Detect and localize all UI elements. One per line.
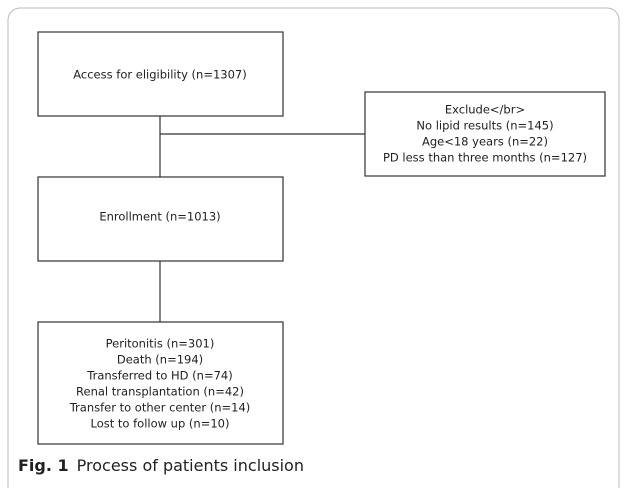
node-text: Death (n=194) — [117, 353, 203, 367]
node-text: Access for eligibility (n=1307) — [73, 68, 246, 82]
node-text: Transfer to other center (n=14) — [69, 401, 251, 415]
node-box — [37, 321, 284, 445]
node-text: Peritonitis (n=301) — [106, 337, 215, 351]
node-box — [37, 176, 284, 262]
node-text: PD less than three months (n=127) — [383, 151, 587, 165]
node-box — [37, 31, 284, 117]
node: Exclude</br> No lipid results (n=145) Age<… — [364, 91, 606, 177]
node-text: No lipid results (n=145) — [416, 119, 553, 133]
node-text: Lost to follow up (n=10) — [91, 417, 230, 431]
node: Peritonitis (n=301) Death (n=194) Transfer… — [37, 321, 284, 445]
node-text: Transferred to HD (n=74) — [86, 369, 232, 383]
figure-frame — [7, 7, 620, 488]
node: Enrollment (n=1013) — [37, 176, 284, 262]
caption-label: Fig. 1 — [18, 456, 69, 475]
node-box — [364, 91, 606, 177]
caption: Fig. 1 Process of patients inclusion — [18, 456, 304, 475]
node-text: Exclude</br> — [445, 103, 525, 117]
node-text: Age<18 years (n=22) — [422, 135, 548, 149]
node-text: Enrollment (n=1013) — [99, 210, 220, 224]
node-text: Renal transplantation (n=42) — [76, 385, 244, 399]
node: Access for eligibility (n=1307) — [37, 31, 284, 117]
caption-text: Process of patients inclusion — [77, 456, 304, 475]
